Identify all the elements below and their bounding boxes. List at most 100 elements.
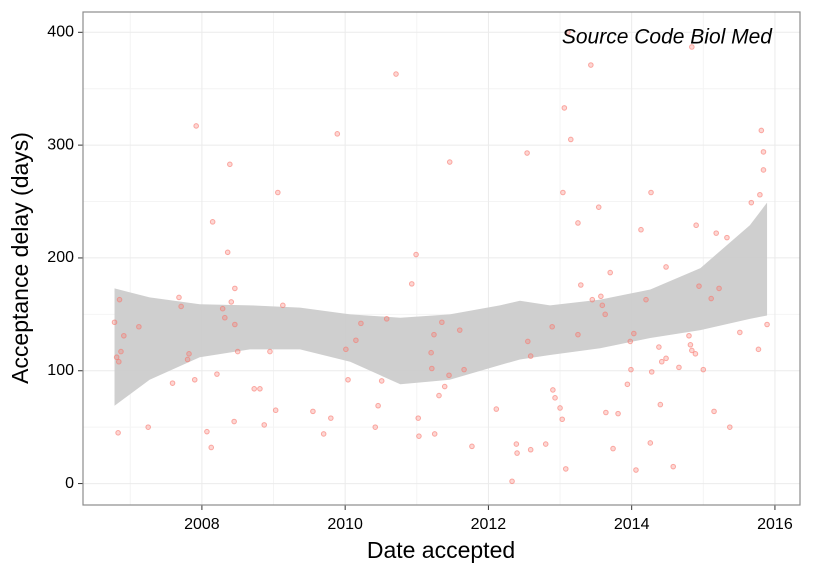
point [643,296,649,303]
y-axis-title: Acceptance delay (days) [7,132,33,384]
point [693,222,699,229]
point [372,424,379,430]
point [439,319,445,326]
point [700,366,707,373]
point [561,105,568,111]
point [436,392,442,399]
point [272,407,279,414]
point [524,150,530,156]
point [755,346,762,353]
point [275,189,281,196]
point [310,408,316,415]
x-tick-label: 2014 [614,516,650,533]
point [656,344,662,350]
point [208,444,215,451]
point [428,349,434,356]
point [727,424,733,430]
point [696,283,702,289]
point [748,199,755,206]
point [557,405,563,411]
point [209,219,216,225]
point [760,167,767,173]
point [191,376,198,383]
point [493,406,500,412]
point [610,445,616,452]
point [378,378,385,384]
point [456,327,463,333]
point [527,446,534,453]
point [261,422,268,428]
point [713,230,719,236]
point [603,409,609,416]
point [708,295,714,302]
point [607,269,613,276]
point [559,416,565,423]
point [416,433,422,439]
point [550,387,556,393]
point [658,358,665,365]
point [716,285,722,292]
point [689,44,695,50]
point [602,311,608,318]
point [689,347,695,354]
y-tick-label: 100 [47,362,74,379]
point [145,424,151,430]
point [111,319,118,326]
point [589,296,596,303]
point [615,410,621,417]
point [552,395,558,401]
point [415,415,422,421]
y-tick-label: 300 [47,136,74,153]
point [676,364,682,371]
point [588,62,594,68]
point [431,331,437,338]
point [514,450,520,456]
point [121,332,127,339]
annotation: Source Code Biol Med [562,26,773,49]
point [431,431,438,437]
point [204,428,210,435]
point [461,366,467,373]
point [224,249,231,256]
x-tick-label: 2008 [184,516,220,533]
point [231,418,237,425]
point [648,189,654,196]
point [113,354,120,361]
point [758,127,765,134]
point [232,321,238,328]
point [513,441,520,447]
x-tick-label: 2010 [327,516,363,533]
point [575,220,581,226]
point [115,429,121,436]
point [631,330,637,337]
point [764,321,770,328]
point [345,376,351,383]
point [186,351,192,357]
x-axis-title: Date accepted [367,537,515,563]
point [687,342,694,348]
point [446,159,453,165]
confidence-band [114,202,768,406]
point [446,372,452,379]
point [219,305,226,312]
point [527,353,534,359]
point [320,431,327,437]
point [598,293,604,300]
point [232,285,238,292]
point [267,348,273,355]
point [633,467,639,473]
point [663,264,669,270]
point [648,369,655,375]
point [178,303,184,310]
point [692,351,699,357]
point [469,443,475,450]
point [176,294,182,301]
point [251,386,257,392]
point [184,356,191,363]
point [353,337,359,344]
point [169,380,176,386]
point [280,302,286,309]
x-tick-label: 2012 [471,516,507,533]
point [375,402,381,409]
